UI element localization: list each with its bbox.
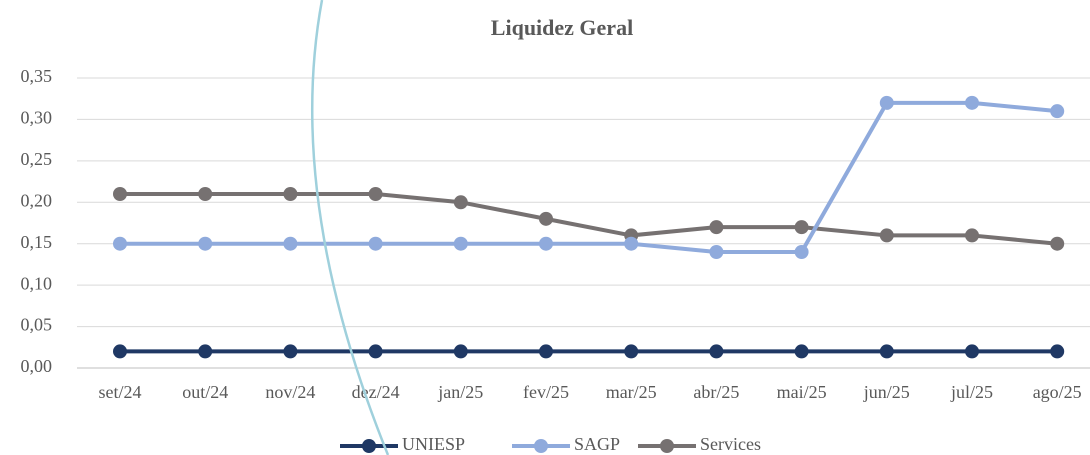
marker (709, 220, 724, 235)
series-line (120, 100, 1058, 254)
legend-marker (534, 439, 548, 453)
marker (539, 344, 553, 359)
marker (1050, 344, 1065, 359)
series-line (120, 192, 1058, 246)
marker (113, 236, 127, 251)
marker (283, 236, 298, 251)
marker (1050, 104, 1065, 119)
y-tick-label: 0,20 (21, 190, 53, 210)
marker (283, 187, 298, 201)
x-tick-label: abr/25 (693, 382, 739, 402)
marker (198, 187, 213, 201)
marker (368, 187, 383, 201)
y-tick-label: 0,35 (21, 66, 53, 86)
y-tick-label: 0,30 (21, 108, 53, 128)
marker (879, 228, 894, 243)
plot: 0,00 0,05 0,10 0,15 0,20 0,25 0,30 0,35 set/24 ou… (21, 66, 1090, 454)
chart-title: Liquidez Geral (491, 15, 633, 40)
marker (198, 236, 213, 251)
marker (198, 344, 213, 359)
x-tick-label: nov/24 (265, 382, 315, 402)
legend-label: Services (700, 434, 761, 454)
x-tick-label: jul/25 (950, 382, 993, 402)
legend-label: UNIESP (402, 434, 465, 454)
marker (539, 236, 553, 251)
x-tick-label: set/24 (99, 382, 142, 402)
marker (879, 95, 894, 110)
x-tick-label: out/24 (182, 382, 228, 402)
marker (794, 245, 809, 259)
marker (794, 220, 809, 235)
marker (965, 95, 979, 110)
marker (283, 344, 298, 359)
marker (709, 245, 724, 259)
marker (368, 236, 383, 251)
legend-marker (362, 439, 376, 453)
x-tick-label: mai/25 (777, 382, 827, 402)
y-tick-label: 0,00 (21, 356, 53, 376)
marker (624, 236, 639, 251)
marker (965, 344, 979, 359)
y-tick-label: 0,05 (21, 315, 53, 335)
marker (453, 195, 468, 210)
y-tick-label: 0,15 (21, 232, 53, 252)
legend-marker (660, 439, 674, 453)
marker (539, 211, 553, 226)
x-tick-label: fev/25 (523, 382, 569, 402)
marker (368, 344, 383, 359)
marker (453, 236, 468, 251)
marker (113, 187, 127, 201)
marker (709, 344, 724, 359)
marker (879, 344, 894, 359)
x-tick-label: mar/25 (606, 382, 657, 402)
decorative-arc (310, 0, 390, 455)
legend-label: SAGP (574, 434, 620, 454)
marker (113, 344, 127, 359)
marker (624, 344, 639, 359)
marker (965, 228, 979, 243)
marker (794, 344, 809, 359)
x-tick-label: dez/24 (352, 382, 400, 402)
x-tick-label: jan/25 (437, 382, 483, 402)
marker (1050, 236, 1065, 251)
x-tick-label: jun/25 (863, 382, 910, 402)
marker (453, 344, 468, 359)
y-tick-label: 0,25 (21, 149, 53, 169)
y-tick-label: 0,10 (21, 273, 53, 293)
x-tick-label: ago/25 (1033, 382, 1082, 402)
